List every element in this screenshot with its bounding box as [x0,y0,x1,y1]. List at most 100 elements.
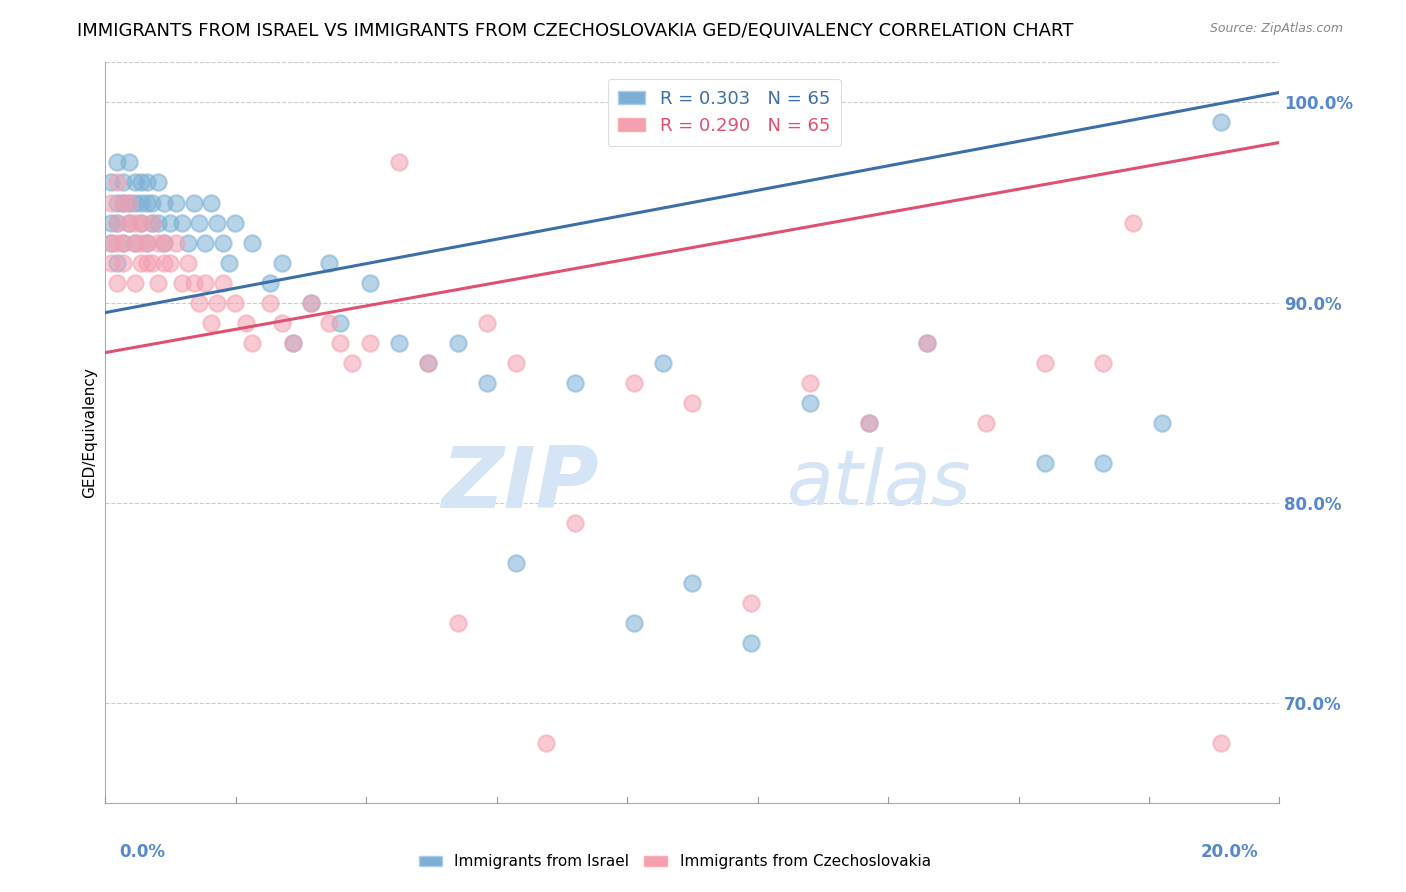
Point [118,195,141,210]
Point [118,155,141,169]
Point [224,215,246,229]
Point [329,335,352,350]
Point [129,255,152,269]
Point [475,316,498,330]
Point [240,335,263,350]
Point [112,235,135,250]
Point [135,235,157,250]
Point [418,355,440,369]
Point [388,155,411,169]
Point [329,316,352,330]
Point [141,215,163,229]
Point [259,295,281,310]
Point [105,215,128,229]
Point [218,255,240,269]
Point [211,235,233,250]
Point [112,176,135,190]
Point [153,235,176,250]
Point [205,215,228,229]
Point [176,255,198,269]
Point [1092,355,1115,369]
Text: 0.0%: 0.0% [120,843,166,861]
Point [100,255,122,269]
Point [112,255,135,269]
Point [165,195,187,210]
Point [176,235,198,250]
Point [112,235,135,250]
Point [240,235,263,250]
Point [188,215,211,229]
Text: atlas: atlas [786,448,972,522]
Point [124,235,146,250]
Point [917,335,939,350]
Point [858,416,880,430]
Point [129,176,152,190]
Point [135,235,157,250]
Point [105,176,128,190]
Point [740,636,762,650]
Point [105,195,128,210]
Point [129,195,152,210]
Point [183,195,205,210]
Point [124,215,146,229]
Legend: Immigrants from Israel, Immigrants from Czechoslovakia: Immigrants from Israel, Immigrants from … [413,848,936,875]
Point [148,276,170,290]
Point [100,235,122,250]
Point [1092,456,1115,470]
Point [205,295,228,310]
Point [129,215,152,229]
Point [118,195,141,210]
Point [211,276,233,290]
Point [105,215,128,229]
Point [974,416,997,430]
Point [200,195,222,210]
Point [112,195,135,210]
Point [505,556,527,570]
Y-axis label: GED/Equivalency: GED/Equivalency [82,368,97,498]
Point [118,215,141,229]
Point [235,316,257,330]
Point [1209,736,1232,750]
Point [200,316,222,330]
Point [359,276,381,290]
Point [188,295,211,310]
Point [100,176,122,190]
Point [135,176,157,190]
Point [299,295,322,310]
Point [135,195,157,210]
Point [124,195,146,210]
Point [917,335,939,350]
Point [1122,215,1144,229]
Point [129,235,152,250]
Point [141,195,163,210]
Point [299,295,322,310]
Point [682,575,704,590]
Point [129,215,152,229]
Point [170,215,193,229]
Point [100,215,122,229]
Point [447,335,470,350]
Point [148,215,170,229]
Point [270,316,292,330]
Point [153,195,176,210]
Point [148,176,170,190]
Text: Source: ZipAtlas.com: Source: ZipAtlas.com [1209,22,1343,36]
Point [153,235,176,250]
Point [564,376,586,390]
Point [740,596,762,610]
Point [1033,456,1056,470]
Point [105,276,128,290]
Point [105,235,128,250]
Legend: R = 0.303   N = 65, R = 0.290   N = 65: R = 0.303 N = 65, R = 0.290 N = 65 [607,78,841,145]
Point [318,316,340,330]
Point [183,276,205,290]
Point [135,255,157,269]
Point [799,376,821,390]
Point [447,615,470,630]
Point [124,176,146,190]
Point [100,235,122,250]
Point [359,335,381,350]
Point [1150,416,1173,430]
Point [799,395,821,409]
Point [283,335,305,350]
